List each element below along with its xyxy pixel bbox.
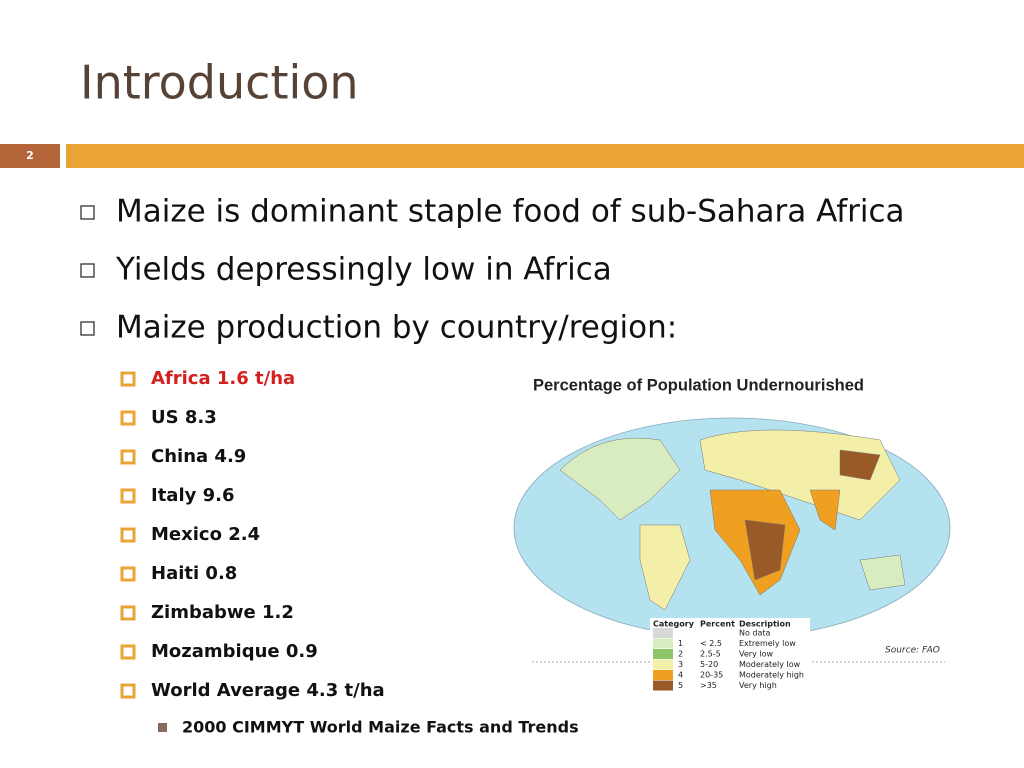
bullet-box <box>80 205 95 220</box>
legend-description: Very low <box>739 650 773 659</box>
header-bar <box>66 144 1024 168</box>
slide-title: Introduction <box>80 56 359 110</box>
sub-bullet-text: China 4.9 <box>151 446 246 467</box>
legend-swatch <box>653 680 673 691</box>
legend-swatch <box>653 659 673 670</box>
slide-number-box <box>0 144 60 168</box>
sub-bullet-box <box>120 488 136 504</box>
legend-description: No data <box>739 629 771 638</box>
legend-swatch <box>653 628 673 638</box>
bullet-box <box>80 263 95 278</box>
legend-percent: >35 <box>700 681 717 690</box>
legend-header: Category <box>653 620 695 629</box>
legend-description: Extremely low <box>739 639 796 648</box>
bullet-text: Maize is dominant staple food of sub-Sah… <box>116 194 905 230</box>
slide-number: 2 <box>26 149 34 162</box>
legend-swatch <box>653 638 673 649</box>
sub-bullet-text: Mozambique 0.9 <box>151 641 318 662</box>
legend-header: Description <box>739 620 791 629</box>
world-map <box>513 417 951 663</box>
citation-bullet <box>158 723 167 732</box>
map-title: Percentage of Population Undernourished <box>533 376 864 394</box>
sub-bullet-text: Italy 9.6 <box>151 485 235 506</box>
legend-percent: 2.5-5 <box>700 650 721 659</box>
sub-bullet-box <box>120 566 136 582</box>
sub-bullet-box <box>120 683 136 699</box>
legend-description: Very high <box>739 681 777 690</box>
legend-bg <box>650 618 810 696</box>
sub-bullet-box <box>120 371 136 387</box>
sub-bullet-box <box>120 605 136 621</box>
legend-percent: 20-35 <box>700 671 723 680</box>
sub-bullet-box <box>120 410 136 426</box>
legend-swatch <box>653 670 673 680</box>
sub-bullet-text: Mexico 2.4 <box>151 524 260 545</box>
sub-bullet-box <box>120 644 136 660</box>
sub-bullet-text: World Average 4.3 t/ha <box>151 680 385 701</box>
legend-category: 3 <box>678 660 683 669</box>
legend-header: Percent <box>700 620 735 629</box>
legend-percent: < 2.5 <box>700 639 722 648</box>
sub-bullet-box <box>120 449 136 465</box>
sub-bullet-text: US 8.3 <box>151 407 217 428</box>
bullet-text: Yields depressingly low in Africa <box>115 252 612 288</box>
legend-percent: 5-20 <box>700 660 718 669</box>
sub-bullet-text: Haiti 0.8 <box>151 563 237 584</box>
bullet-box <box>80 321 95 336</box>
legend-description: Moderately low <box>739 660 801 669</box>
sub-bullet-box <box>120 527 136 543</box>
legend-category: 2 <box>678 650 683 659</box>
legend-swatch <box>653 649 673 659</box>
map-source: Source: FAO <box>885 646 940 656</box>
legend-category: 1 <box>678 639 683 648</box>
sub-bullet-text: Zimbabwe 1.2 <box>151 602 294 623</box>
sub-bullet-text: Africa 1.6 t/ha <box>151 368 295 389</box>
legend-category: 5 <box>678 681 683 690</box>
bullet-text: Maize production by country/region: <box>116 310 677 346</box>
citation: 2000 CIMMYT World Maize Facts and Trends <box>182 718 579 737</box>
legend-description: Moderately high <box>739 671 804 680</box>
legend-category: 4 <box>678 671 683 680</box>
